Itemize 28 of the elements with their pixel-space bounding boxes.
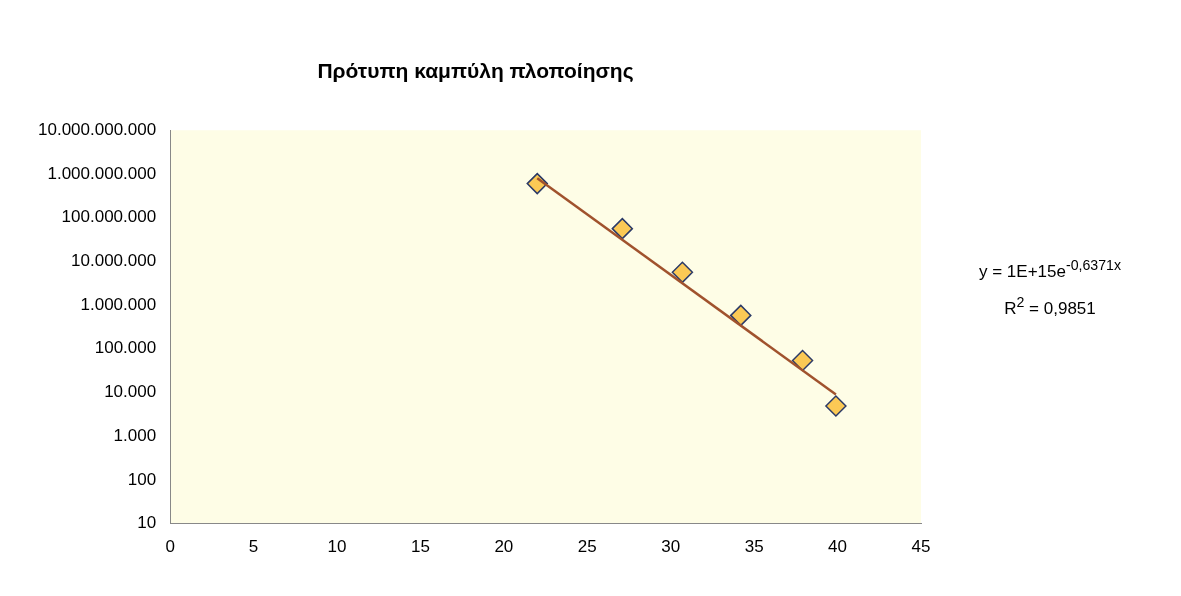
text: y = 1E+15e$^{-0,6371x}$ — [977, 256, 1123, 283]
point — [671, 261, 694, 284]
x-tick-label: 20 — [494, 537, 514, 557]
point — [730, 304, 752, 327]
x-tick-label: 45 — [911, 537, 931, 557]
y-tick-label: 100.000 — [94, 338, 157, 358]
point — [611, 217, 634, 240]
y-tick-label: 10.000.000.000 — [38, 119, 157, 139]
x-tick-label: 35 — [744, 537, 764, 557]
x-tick-label: 30 — [661, 537, 681, 557]
y-tick-label: 100.000.000 — [61, 207, 157, 227]
point — [825, 395, 847, 417]
y-tick-label: 10.000 — [104, 382, 157, 402]
y-tick-label: 1.000.000 — [80, 294, 157, 314]
x-tick-label: 25 — [577, 537, 597, 557]
x-tick-label: 0 — [165, 537, 175, 557]
x-tick-label: 15 — [410, 537, 430, 557]
text: R$^{2}$ = 0,9851 — [1003, 292, 1097, 320]
point — [791, 349, 814, 372]
x-tick-label: 5 — [248, 537, 259, 557]
x-tick-label: 10 — [327, 537, 347, 557]
x-tick-label: 40 — [828, 537, 848, 557]
y-tick-label: 10.000.000 — [71, 251, 157, 271]
y-tick-label: 10 — [137, 513, 157, 533]
chart-title: Πρότυπη καμπύλη πλοποίησης — [317, 59, 634, 84]
y-tick-label: 1.000.000.000 — [47, 163, 157, 183]
y-tick-label: 100 — [127, 469, 157, 489]
y-tick-label: 1.000 — [113, 425, 157, 445]
